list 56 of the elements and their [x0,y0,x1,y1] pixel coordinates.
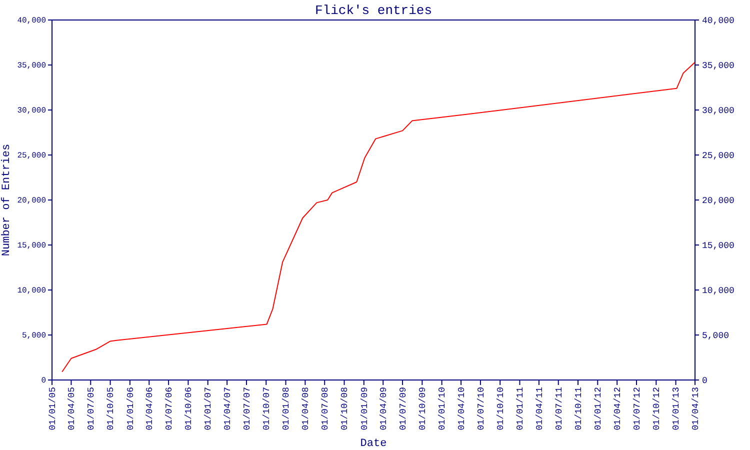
x-tick-label: 01/10/07 [262,387,272,430]
x-tick-label: 01/07/05 [86,387,97,430]
x-tick-label: 01/10/12 [652,387,662,430]
x-tick-label: 01/01/05 [48,387,58,430]
x-tick-label: 01/07/06 [164,387,174,430]
x-tick-label: 01/01/09 [360,387,370,430]
y-tick-label: 20,000 [17,196,46,206]
y-tick-label: 0 [41,376,46,386]
x-tick-label: 01/01/11 [516,387,526,430]
x-tick-label: 01/07/09 [398,387,408,430]
x-tick-label: 01/04/07 [222,387,233,430]
x-tick-label: 01/01/08 [282,387,292,430]
y-tick-label: 30,000 [17,106,46,116]
y-tick-label: 25,000 [17,152,46,161]
x-tick-label: 01/04/12 [612,387,623,430]
x-tick-label: 01/04/10 [456,387,467,430]
x-tick-label: 01/04/09 [378,387,389,430]
x-tick-label: 01/04/05 [67,387,78,430]
x-tick-label: 01/04/13 [690,387,701,430]
y2-tick-label: 15,000 [702,240,734,251]
x-tick-label: 01/10/09 [418,387,428,430]
x-tick-label: 01/01/10 [438,387,448,430]
x-tick-label: 01/10/06 [184,387,194,430]
y2-tick-label: 5,000 [702,330,730,341]
x-tick-label: 01/07/10 [476,387,486,430]
x-tick-label: 01/07/12 [632,387,642,430]
x-tick-label: 01/07/11 [554,387,564,430]
x-tick-label: 01/01/07 [204,387,214,430]
x-tick-label: 01/01/06 [126,387,136,430]
y-tick-label: 40,000 [17,16,46,26]
y2-tick-label: 10,000 [702,286,734,296]
y-tick-label: 15,000 [17,242,46,251]
y2-tick-label: 0 [702,376,708,386]
x-tick-label: 01/04/08 [301,387,312,430]
x-tick-label: 01/10/05 [106,387,116,430]
x-axis-title: Date [360,438,387,450]
y-axis-title: Number of Entries [1,144,13,256]
x-tick-label: 01/10/10 [496,387,506,430]
x-tick-label: 01/01/13 [672,387,682,430]
x-tick-label: 01/10/11 [574,387,584,430]
y2-tick-label: 20,000 [702,196,734,206]
y2-tick-label: 25,000 [702,150,734,161]
y-tick-label: 10,000 [17,286,46,296]
y-tick-label: 35,000 [17,62,46,71]
x-tick-label: 01/04/11 [534,387,545,430]
x-tick-label: 01/07/07 [242,387,252,430]
chart-title: Flick's entries [314,3,432,18]
y2-tick-label: 35,000 [702,60,734,71]
x-tick-label: 01/10/08 [340,387,350,430]
y2-tick-label: 30,000 [702,106,734,116]
x-tick-label: 01/07/08 [320,387,330,430]
line-series [62,62,696,372]
x-tick-label: 01/01/12 [594,387,604,430]
y-tick-label: 5,000 [22,332,46,341]
y2-tick-label: 40,000 [702,16,734,26]
x-tick-label: 01/04/06 [145,387,156,430]
